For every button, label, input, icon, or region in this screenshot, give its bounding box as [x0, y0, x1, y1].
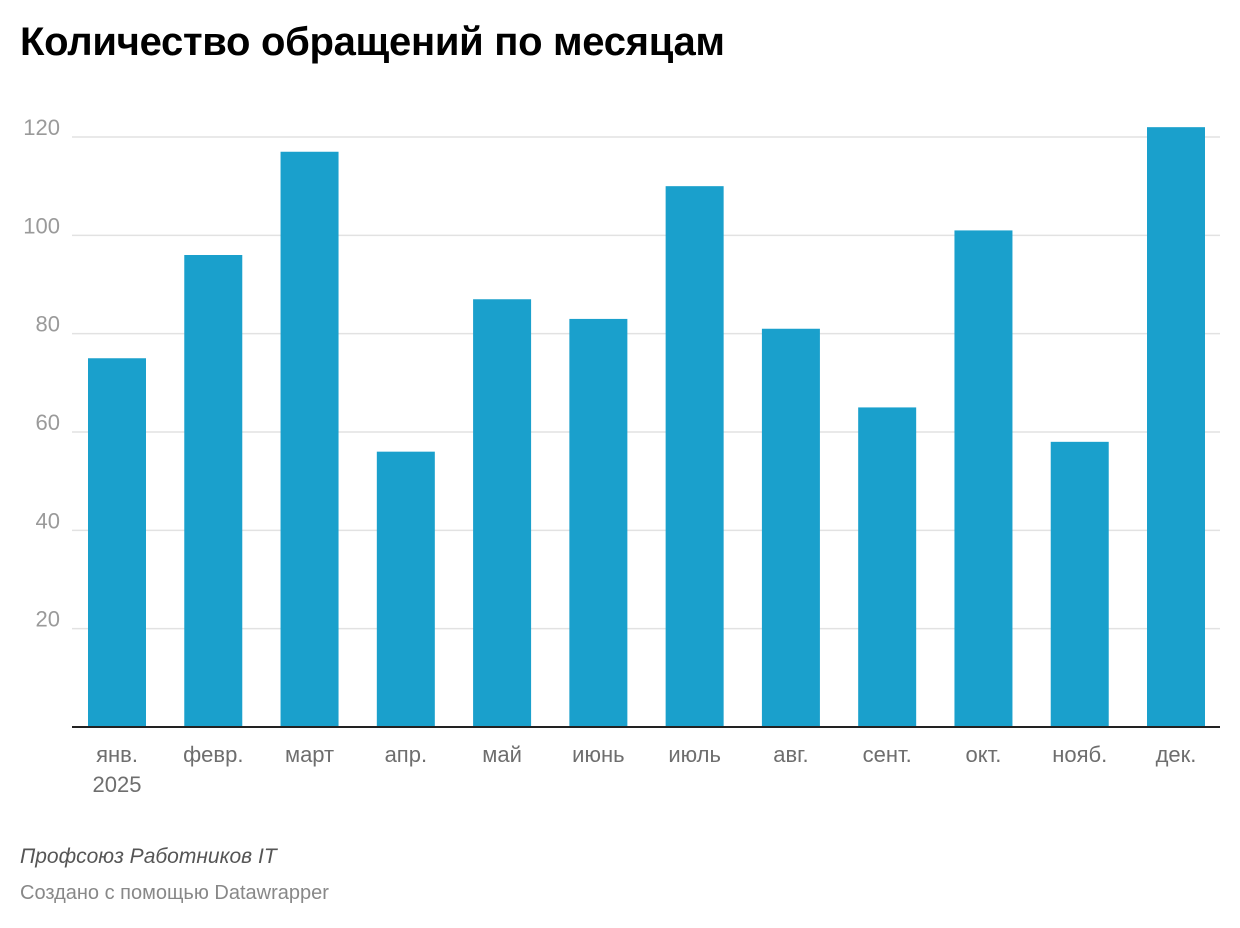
x-axis-labels: янв. 2025 февр. март апр. май июнь июль авг. сент…	[93, 742, 1197, 797]
y-tick-label: 40	[36, 508, 60, 533]
x-tick-label: март	[285, 742, 334, 767]
x-tick-label: сент.	[863, 742, 912, 767]
y-tick-label: 80	[36, 312, 60, 337]
y-tick-label: 60	[36, 410, 60, 435]
x-tick-label: нояб.	[1052, 742, 1107, 767]
bar-3	[280, 151, 339, 727]
x-tick-label: июнь	[572, 742, 624, 767]
bar-5	[473, 299, 532, 727]
y-tick-label: 120	[23, 115, 60, 140]
bar-6	[569, 318, 628, 727]
x-tick-label: июль	[668, 742, 721, 767]
bar-11	[1050, 441, 1109, 727]
x-tick-label: дек.	[1156, 742, 1197, 767]
x-tick-label: янв.	[96, 742, 138, 767]
y-tick-label: 20	[36, 607, 60, 632]
bar-7	[665, 186, 724, 727]
bar-1	[88, 358, 146, 727]
bar-chart: 20 40 60 80 100 120 янв. 2025 февр. март апр. май и…	[23, 115, 1220, 797]
bar-12	[1147, 127, 1205, 727]
bars	[88, 127, 1205, 727]
x-tick-label: авг.	[773, 742, 808, 767]
x-tick-label: окт.	[966, 742, 1002, 767]
bar-2	[184, 255, 243, 727]
x-tick-label: апр.	[385, 742, 428, 767]
source-note: Профсоюз Работников IT	[20, 845, 277, 868]
bar-9	[858, 407, 917, 727]
x-tick-label: февр.	[183, 742, 243, 767]
x-tick-label: май	[482, 742, 522, 767]
bar-8	[761, 328, 820, 727]
y-tick-label: 100	[23, 213, 60, 238]
credit-note: Создано с помощью Datawrapper	[20, 882, 329, 904]
x-tick-year-label: 2025	[93, 772, 142, 797]
bar-4	[376, 451, 435, 727]
gridlines: 20 40 60 80 100 120	[23, 115, 1220, 632]
chart-title: Количество обращений по месяцам	[20, 20, 725, 64]
bar-10	[954, 230, 1013, 727]
